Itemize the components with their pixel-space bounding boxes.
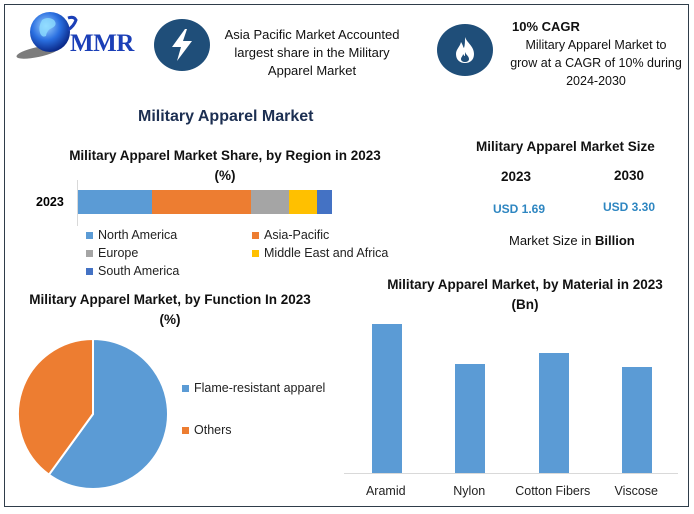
legend-item-mea: Middle East and Africa	[252, 244, 412, 262]
function-pie-chart	[17, 337, 169, 490]
market-size-value-2023: USD 1.69	[493, 202, 546, 216]
material-bar	[455, 364, 486, 473]
pie-slice	[17, 337, 94, 477]
market-size-note: Market Size in Billion	[509, 233, 635, 248]
material-bar	[622, 366, 653, 473]
function-chart-title: Military Apparel Market, by Function In …	[29, 292, 311, 327]
legend-item-europe: Europe	[86, 244, 252, 262]
globe-icon	[16, 12, 78, 59]
material-chart-title: Military Apparel Market, by Material in …	[387, 277, 663, 312]
material-bar-label: Cotton Fibers	[515, 484, 591, 498]
market-size-year-2023: 2023	[501, 169, 532, 184]
function-legend: Flame-resistant apparel Others	[182, 379, 325, 439]
mmr-logo: MMR	[8, 8, 140, 64]
material-bar-chart: Aramid Nylon Cotton Fibers Viscose	[344, 324, 678, 498]
region-bar-segment	[316, 190, 332, 214]
material-bar-label: Nylon	[453, 484, 486, 498]
region-chart-title: Military Apparel Market Share, by Region…	[69, 148, 381, 183]
cagr-title: 10% CAGR	[512, 19, 580, 34]
market-size-value-2030: USD 3.30	[603, 200, 656, 214]
info-line: Military Apparel Market to	[525, 38, 667, 52]
legend-item-flame-resistant: Flame-resistant apparel	[182, 379, 325, 397]
legend-item-others: Others	[182, 421, 325, 439]
market-size-year-2030: 2030	[614, 168, 645, 183]
region-bar-segment	[151, 190, 251, 214]
info-line: largest share in the Military	[234, 45, 390, 60]
region-bar-segment	[250, 190, 289, 214]
region-chart-year-label: 2023	[36, 195, 64, 209]
info-line: grow at a CAGR of 10% during	[510, 56, 682, 70]
flame-icon	[437, 24, 493, 76]
material-bar-label: Aramid	[365, 484, 406, 498]
asia-pacific-info: Asia Pacific Market Accounted largest sh…	[212, 26, 412, 80]
material-bar	[371, 324, 402, 473]
logo-text: MMR	[70, 30, 134, 57]
legend-item-asia-pacific: Asia-Pacific	[252, 226, 412, 244]
region-stacked-bar	[78, 190, 332, 214]
material-chart-axis	[344, 473, 678, 474]
legend-item-south-america: South America	[86, 262, 252, 280]
page-title: Military Apparel Market	[138, 108, 314, 125]
region-bar-segment	[288, 190, 317, 214]
info-line: Apparel Market	[267, 63, 357, 78]
cagr-info: Military Apparel Market to grow at a CAG…	[507, 36, 685, 90]
lightning-icon	[154, 19, 210, 71]
region-legend: North America Asia-Pacific Europe Middle…	[86, 226, 406, 280]
region-bar-segment	[78, 190, 152, 214]
region-chart-axis	[77, 180, 78, 226]
material-bar	[538, 352, 569, 473]
legend-item-north-america: North America	[86, 226, 252, 244]
info-line: Asia Pacific Market Accounted	[224, 27, 400, 42]
pie-slice	[47, 337, 169, 490]
market-size-title: Military Apparel Market Size	[476, 139, 655, 154]
material-bar-label: Viscose	[614, 484, 659, 498]
info-line: 2024-2030	[566, 74, 626, 88]
